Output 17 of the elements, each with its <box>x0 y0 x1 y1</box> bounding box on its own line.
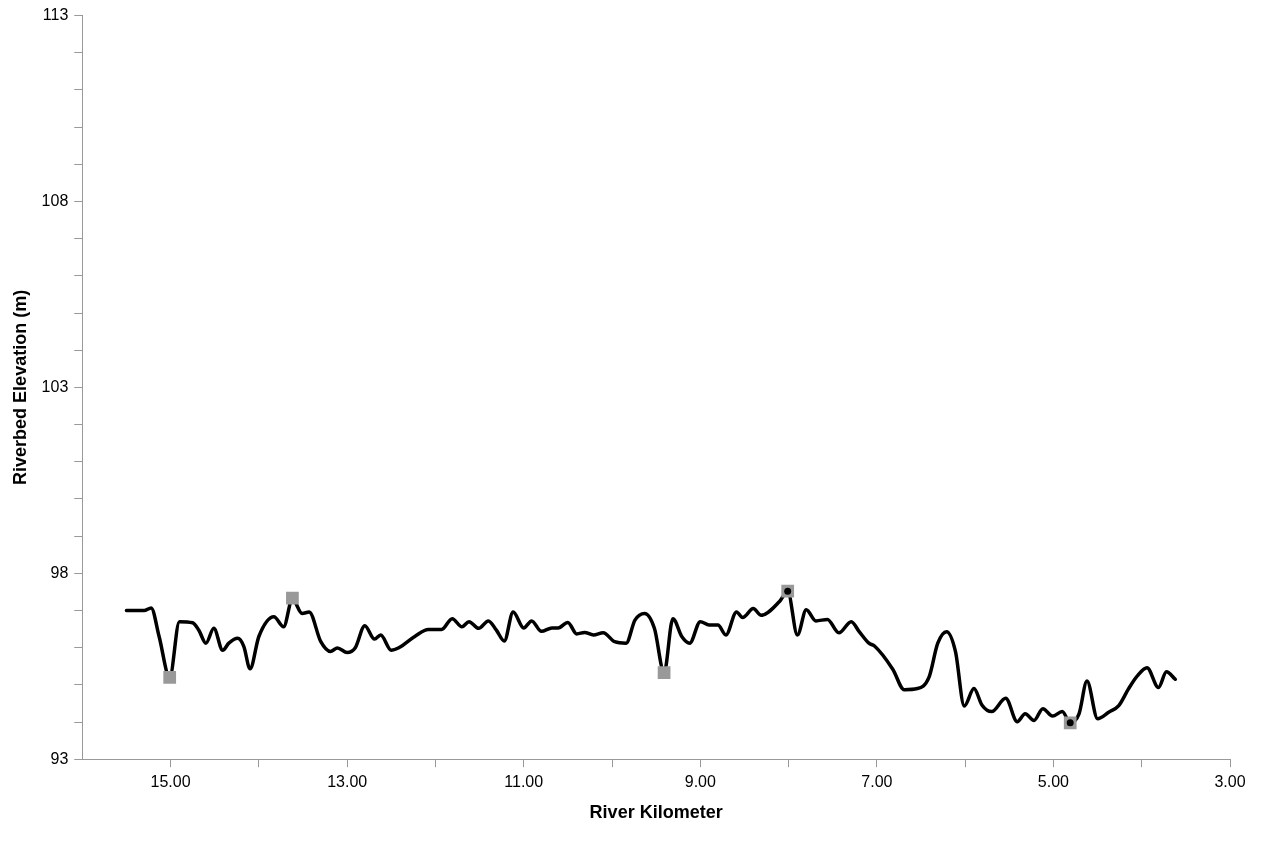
point <box>657 666 671 679</box>
x-tick-label: 11.00 <box>504 773 544 791</box>
y-tick-label: 98 <box>50 563 69 581</box>
x-axis-title: River Kilometer <box>589 802 723 823</box>
y-tick-label: 103 <box>41 377 69 395</box>
x-tick-label: 9.00 <box>684 773 716 791</box>
y-tick-label: 93 <box>50 749 69 767</box>
x-tick-label: 5.00 <box>1037 773 1070 791</box>
y-axis-title: Riverbed Elevation (m) <box>9 289 30 485</box>
point <box>163 671 177 684</box>
x-tick-label: 13.00 <box>327 773 368 791</box>
y-tick-label: 108 <box>41 191 69 209</box>
x-tick-label: 7.00 <box>861 773 893 791</box>
point <box>286 591 299 605</box>
x-tick-label: 15.00 <box>150 773 191 791</box>
y-tick-label: 113 <box>42 6 69 24</box>
x-tick-label: 3.00 <box>1214 773 1246 791</box>
